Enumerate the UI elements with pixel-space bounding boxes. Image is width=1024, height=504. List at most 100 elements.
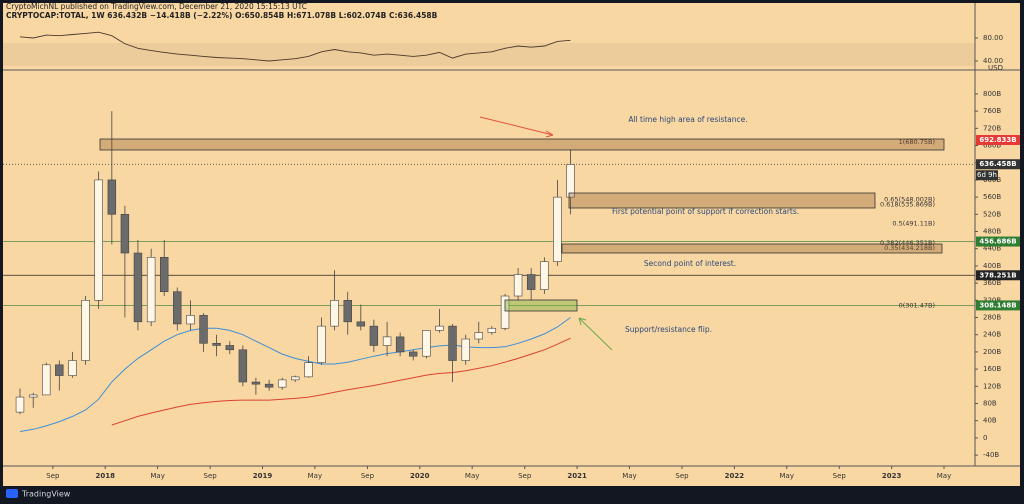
candle-body — [500, 295, 510, 329]
candle-body — [42, 364, 51, 396]
x-tick-label: Sep — [833, 472, 847, 480]
candle-body — [526, 274, 536, 290]
price-tag-label: 378.251B — [979, 271, 1016, 279]
price-tag — [976, 270, 1020, 281]
countdown-tag — [976, 170, 998, 181]
rsi-band — [3, 43, 975, 66]
candle-body — [435, 325, 444, 331]
y-tick-label: 200B — [983, 348, 1001, 356]
footer-brand: TradingView — [21, 490, 71, 499]
candle-body — [68, 360, 77, 376]
candle-body — [212, 343, 221, 346]
price-tag — [976, 300, 1020, 311]
price-tag-label: 456.686B — [979, 238, 1016, 246]
header-title: CryptoMichNL published on TradingView.co… — [6, 2, 307, 11]
candle-body — [566, 164, 575, 198]
x-tick-label: 2021 — [567, 472, 587, 480]
candle-body — [251, 381, 261, 385]
candle-body — [317, 325, 326, 363]
x-tick-label: Sep — [518, 472, 532, 480]
y-tick-label: 520B — [983, 210, 1001, 218]
fib-label: 0.5(491.11B) — [892, 220, 935, 228]
candle-body — [369, 325, 379, 346]
arrow — [578, 317, 613, 351]
y-tick-label: 80B — [983, 400, 997, 408]
candle-body — [159, 257, 169, 293]
candle-body — [382, 336, 392, 346]
fib-label: 0.618(535.869B) — [880, 200, 935, 208]
y-tick-label: 680B — [983, 142, 1001, 150]
x-tick-label: 2019 — [253, 472, 273, 480]
candle-body — [238, 349, 248, 383]
candle-body — [107, 179, 117, 215]
y-tick-label: 800B — [983, 90, 1001, 98]
candle-body — [408, 351, 418, 357]
resistance-box — [99, 138, 945, 151]
annotation: Support/resistance flip. — [625, 325, 712, 334]
x-tick-label: May — [937, 472, 951, 480]
annotation: All time high area of resistance. — [628, 115, 747, 124]
candle-body — [291, 376, 300, 381]
x-tick-label: Sep — [675, 472, 689, 480]
interest-box — [561, 243, 943, 254]
chart-background — [3, 3, 1020, 486]
arrow — [479, 116, 554, 138]
candle-body — [120, 214, 130, 254]
x-tick-label: May — [465, 472, 479, 480]
x-tick-label: 2022 — [725, 472, 745, 480]
candle-body — [264, 383, 274, 388]
x-tick-label: May — [622, 472, 636, 480]
x-tick-label: Sep — [204, 472, 218, 480]
countdown-label: 6d 9h — [977, 171, 997, 179]
candle-body — [304, 362, 313, 378]
candle-body — [146, 257, 156, 323]
y-tick-label: 0 — [983, 434, 987, 442]
candle-body — [94, 179, 103, 301]
fib-label: 0.35(434.218B) — [884, 244, 935, 252]
y-tick-label: 760B — [983, 107, 1001, 115]
candle-body — [513, 274, 523, 297]
fib-label: 0.65(548.002B) — [884, 195, 935, 203]
x-tick-label: May — [308, 472, 322, 480]
candle-body — [330, 300, 339, 327]
candle-body — [395, 336, 405, 353]
support-box — [568, 192, 876, 209]
candle-body — [487, 327, 497, 333]
x-tick-label: 2018 — [95, 472, 115, 480]
moving-average — [19, 317, 571, 432]
candle-body — [225, 345, 235, 351]
candle-body — [343, 300, 352, 323]
x-tick-label: 2023 — [882, 472, 902, 480]
candle-body — [448, 325, 457, 361]
fib-label: 0.382(446.351B) — [880, 239, 935, 247]
candle-body — [199, 315, 208, 344]
candle-body — [277, 379, 287, 388]
candle-body — [186, 315, 195, 325]
currency-label: USD — [988, 64, 1003, 72]
y-tick-label: 160B — [983, 365, 1001, 373]
candle-body — [28, 394, 38, 398]
marks: -40B 0 40B 80B 120B 160B 200B 240B 280B 320B 360B 4… — [3, 31, 1003, 480]
price-tag-label: 636.458B — [979, 160, 1016, 168]
candle-body — [133, 252, 143, 323]
flip-box — [504, 299, 578, 312]
brand-logo — [6, 489, 18, 498]
candle-body — [356, 321, 366, 327]
candle-body — [81, 300, 90, 361]
candle-body — [173, 291, 182, 325]
y-tick-label: 240B — [983, 331, 1001, 339]
price-tag — [976, 135, 1020, 146]
candle-body — [540, 261, 549, 290]
x-tick-label: Sep — [361, 472, 375, 480]
rsi-tick-label: 80.00 — [983, 34, 1003, 42]
x-tick-label: Sep — [46, 472, 60, 480]
x-tick-label: May — [150, 472, 164, 480]
y-tick-label: 440B — [983, 245, 1001, 253]
fib-label: 1(680.75B) — [899, 138, 935, 146]
y-tick-label: 320B — [983, 296, 1001, 304]
annotation: First potential point of support if corr… — [612, 207, 799, 216]
y-tick-label: 280B — [983, 314, 1001, 322]
candle-body — [461, 338, 470, 361]
